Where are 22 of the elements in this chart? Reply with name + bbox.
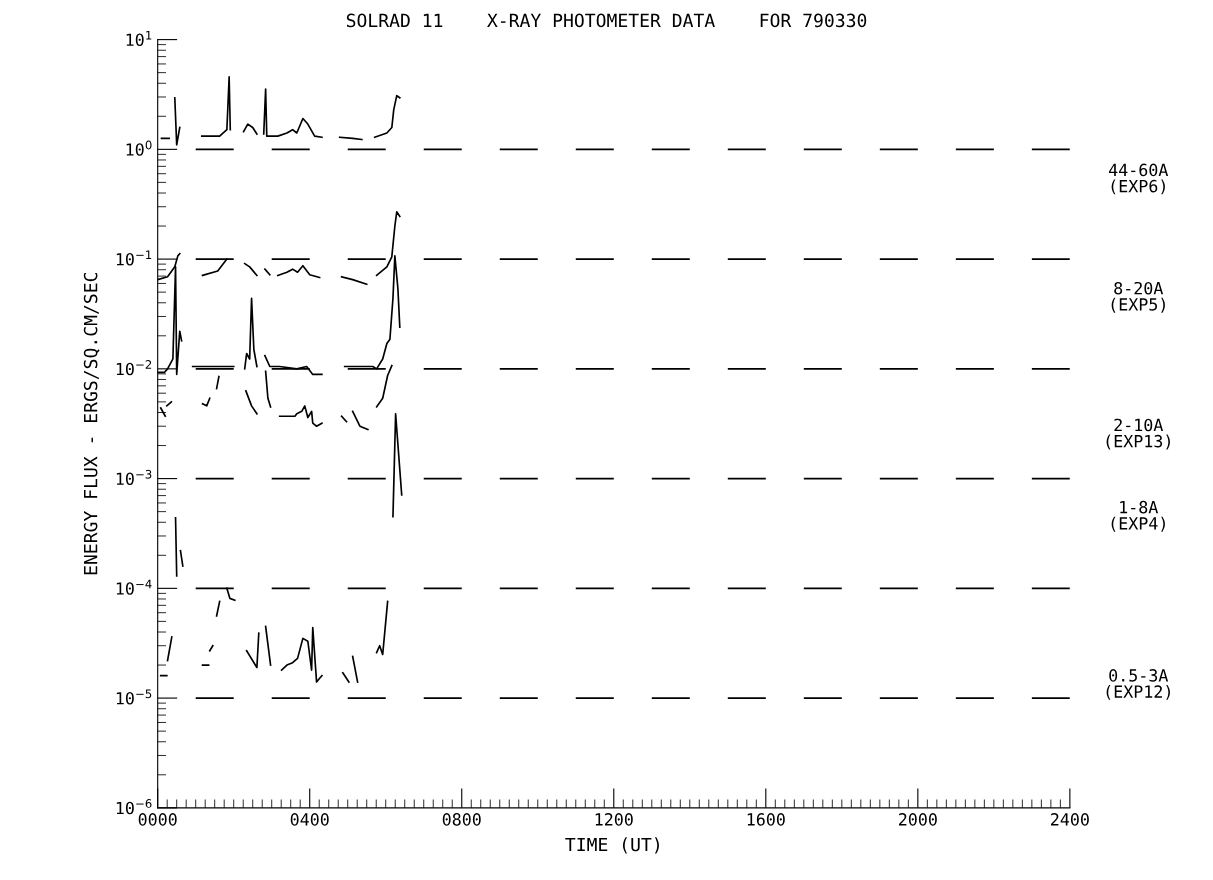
y-tick-label: 10$^{−5}$	[116, 689, 152, 705]
y-tick-label: 10$^{0}$	[126, 140, 152, 156]
x-tick-label: 2400	[1051, 813, 1089, 826]
text: 1-8A (EXP4)	[1111, 500, 1165, 532]
x-tick-label: 0400	[290, 813, 329, 826]
y-axis-title: ENERGY FLUX - ERGS/SQ.CM/SEC	[83, 272, 100, 575]
text: 8-20A (EXP5)	[1111, 281, 1165, 313]
y-tick-label: 10$^{1}$	[126, 30, 152, 47]
x-tick-label: 0800	[442, 813, 481, 826]
text: 2-10A (EXP13)	[1106, 418, 1170, 450]
x-tick-label: 1200	[595, 813, 633, 826]
text: 0.5-3A (EXP12)	[1106, 669, 1170, 700]
x-tick-label: 1600	[747, 813, 785, 826]
y-tick-label: 10$^{−2}$	[116, 360, 152, 376]
y-tick-label: 10$^{−1}$	[116, 250, 152, 266]
x-tick-label: 2000	[899, 813, 937, 826]
chart-title: SOLRAD 11 X-RAY PHOTOMETER DATA FOR 790330	[346, 13, 867, 28]
x-axis-title: TIME (UT)	[565, 837, 659, 854]
y-tick-label: 10$^{−3}$	[116, 469, 152, 486]
y-tick-label: 10$^{−4}$	[116, 579, 152, 595]
text: 44-60A (EXP6)	[1109, 163, 1169, 195]
x-tick-label: 0000	[138, 813, 177, 826]
